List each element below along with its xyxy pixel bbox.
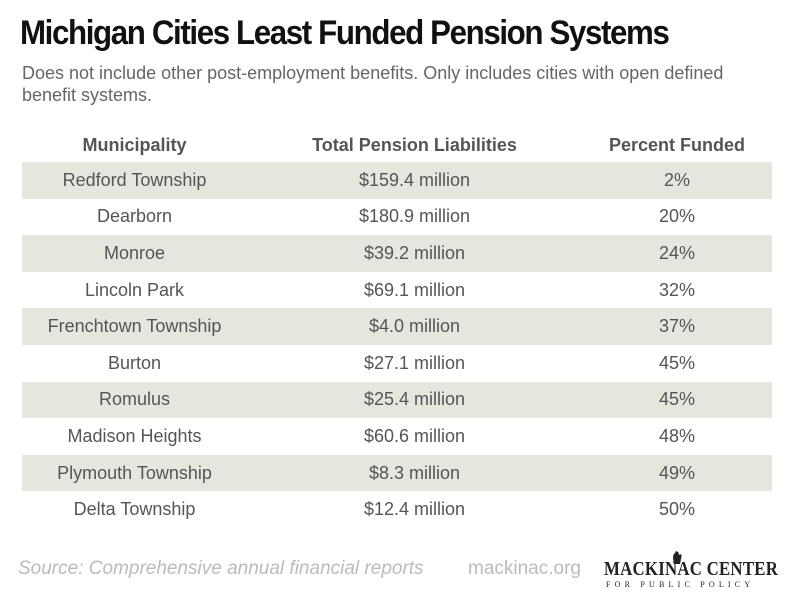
- michigan-mitten-icon: [673, 551, 682, 564]
- cell-liabilities: $12.4 million: [363, 499, 466, 520]
- pension-table: Municipality Total Pension Liabilities P…: [22, 128, 772, 528]
- table-row: Plymouth Township $8.3 million 49%: [22, 454, 772, 492]
- cell-percent-funded: 50%: [658, 499, 696, 520]
- column-header-percent-funded: Percent Funded: [608, 134, 746, 155]
- logo-tagline: FOR PUBLIC POLICY: [606, 580, 755, 589]
- table-row: Dearborn $180.9 million 20%: [22, 199, 772, 236]
- cell-percent-funded: 2%: [582, 162, 772, 199]
- cell-municipality: Plymouth Township: [22, 454, 247, 492]
- cell-liabilities: $39.2 million: [247, 235, 582, 272]
- cell-percent-funded: 45%: [658, 352, 696, 373]
- cell-percent-funded: 20%: [658, 206, 696, 227]
- page-subtitle: Does not include other post-employment b…: [22, 63, 724, 105]
- table-row: Romulus $25.4 million 45%: [22, 381, 772, 419]
- table-row: Redford Township $159.4 million 2%: [22, 162, 772, 199]
- cell-municipality: Madison Heights: [67, 425, 202, 446]
- cell-municipality: Monroe: [22, 235, 247, 272]
- cell-percent-funded: 24%: [582, 235, 772, 272]
- cell-municipality: Dearborn: [96, 206, 173, 227]
- cell-municipality: Romulus: [22, 381, 247, 419]
- column-header-municipality: Municipality: [82, 134, 187, 155]
- mackinac-center-logo: MACKINAC CENTER FOR PUBLIC POLICY: [604, 550, 778, 590]
- cell-municipality: Redford Township: [22, 162, 247, 199]
- cell-percent-funded: 48%: [658, 425, 696, 446]
- cell-liabilities: $27.1 million: [363, 352, 466, 373]
- table-row: Lincoln Park $69.1 million 32%: [22, 272, 772, 309]
- cell-liabilities: $60.6 million: [363, 425, 466, 446]
- table-row: Madison Heights $60.6 million 48%: [22, 418, 772, 455]
- logo-wordmark: MACKINAC CENTER: [604, 558, 779, 580]
- cell-municipality: Lincoln Park: [84, 279, 185, 300]
- cell-percent-funded: 37%: [582, 308, 772, 345]
- website-link[interactable]: mackinac.org: [468, 558, 581, 579]
- cell-liabilities: $25.4 million: [247, 381, 582, 419]
- column-header-liabilities: Total Pension Liabilities: [312, 134, 517, 155]
- data-table-container: Municipality Total Pension Liabilities P…: [22, 128, 772, 528]
- cell-municipality: Delta Township: [73, 499, 196, 520]
- cell-percent-funded: 32%: [658, 279, 696, 300]
- cell-municipality: Frenchtown Township: [22, 308, 247, 345]
- table-row: Burton $27.1 million 45%: [22, 345, 772, 382]
- cell-liabilities: $159.4 million: [247, 162, 582, 199]
- table-header-row: Municipality Total Pension Liabilities P…: [22, 128, 772, 162]
- source-note: Source: Comprehensive annual financial r…: [18, 558, 424, 579]
- cell-liabilities: $4.0 million: [247, 308, 582, 345]
- page-title: Michigan Cities Least Funded Pension Sys…: [20, 14, 670, 52]
- cell-liabilities: $69.1 million: [363, 279, 466, 300]
- cell-liabilities: $180.9 million: [358, 206, 471, 227]
- table-row: Delta Township $12.4 million 50%: [22, 491, 772, 528]
- cell-liabilities: $8.3 million: [247, 454, 582, 492]
- cell-percent-funded: 49%: [582, 454, 772, 492]
- cell-municipality: Burton: [107, 352, 162, 373]
- cell-percent-funded: 45%: [582, 381, 772, 419]
- table-row: Frenchtown Township $4.0 million 37%: [22, 308, 772, 345]
- table-row: Monroe $39.2 million 24%: [22, 235, 772, 272]
- table-body: Redford Township $159.4 million 2% Dearborn…: [22, 162, 772, 528]
